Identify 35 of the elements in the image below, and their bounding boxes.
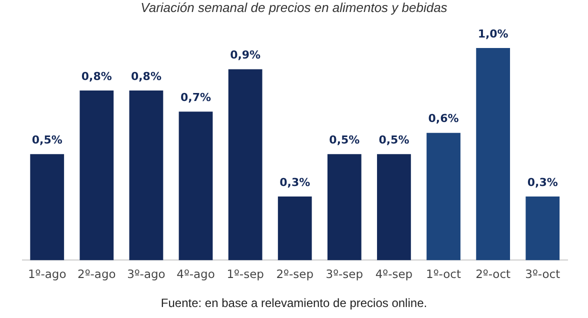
x-tick-label: 3º-ago (127, 267, 166, 282)
x-tick-label: 4º-ago (176, 267, 215, 282)
bar (377, 154, 411, 260)
data-label: 0,5% (378, 133, 410, 146)
data-label: 0,8% (81, 70, 112, 83)
bar (80, 90, 114, 260)
x-tick-label: 2º-oct (476, 267, 512, 282)
bar (526, 196, 560, 260)
x-tick-label: 1º-oct (426, 267, 462, 282)
data-label: 0,3% (280, 176, 310, 189)
data-label: 0,5% (329, 133, 360, 146)
x-tick-label: 3º-oct (525, 267, 561, 282)
data-label: 0,9% (230, 48, 261, 62)
bar (129, 90, 164, 260)
bar (278, 196, 312, 260)
x-tick-label: 2º-ago (78, 267, 116, 282)
data-label: 0,3% (527, 176, 558, 189)
x-tick-label: 1º-ago (28, 267, 66, 282)
data-label: 0,6% (428, 112, 459, 126)
bar (476, 48, 510, 260)
x-tick-label: 4º-sep (375, 267, 413, 282)
x-tick-label: 3º-sep (326, 267, 364, 282)
x-tick-label: 2º-sep (276, 267, 314, 282)
bar (426, 132, 460, 260)
data-label: 0,8% (130, 70, 162, 83)
data-label: 0,7% (180, 91, 212, 104)
data-label: 0,5% (32, 133, 62, 146)
data-label: 1,0% (478, 27, 508, 40)
bar (228, 69, 262, 260)
bar (178, 112, 213, 260)
x-tick-label: 1º-sep (226, 267, 264, 282)
source-note: Fuente: en base a relevamiento de precios online. (160, 296, 428, 310)
bar (327, 154, 362, 260)
chart-title: Variación semanal de precios en alimentos y bebidas (140, 0, 448, 15)
bar (30, 154, 64, 260)
